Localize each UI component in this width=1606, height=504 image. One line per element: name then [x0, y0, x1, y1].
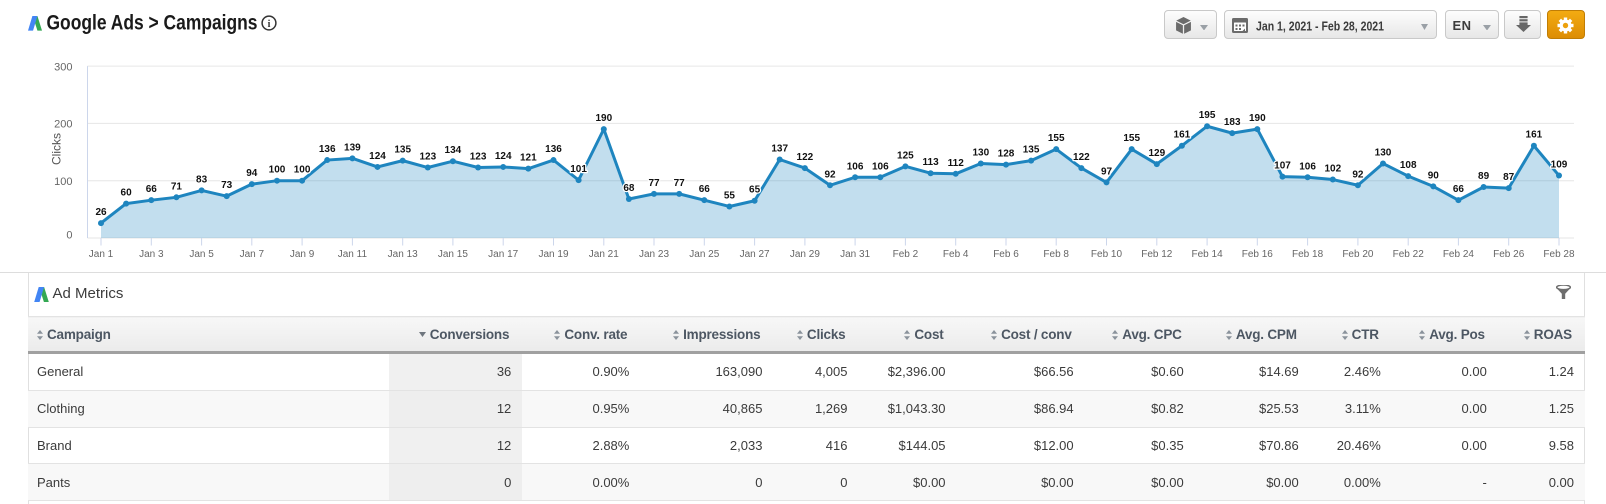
svg-text:123: 123	[419, 152, 436, 163]
svg-text:134: 134	[445, 145, 462, 156]
svg-text:Jan 1, 2021 - Feb 28, 2021: Jan 1, 2021 - Feb 28, 2021	[1256, 19, 1384, 33]
svg-text:26: 26	[95, 207, 107, 218]
svg-text:77: 77	[674, 178, 686, 189]
svg-text:139: 139	[344, 142, 361, 153]
svg-text:i: i	[268, 19, 271, 30]
svg-text:89: 89	[1478, 171, 1490, 182]
svg-text:106: 106	[847, 161, 864, 172]
svg-text:106: 106	[1299, 161, 1316, 172]
svg-text:Google Ads > Campaigns: Google Ads > Campaigns	[47, 12, 258, 35]
svg-text:106: 106	[872, 161, 889, 172]
svg-text:66: 66	[146, 184, 158, 195]
svg-text:Jan 1: Jan 1	[89, 249, 114, 260]
svg-text:83: 83	[196, 174, 208, 185]
svg-text:Jan 29: Jan 29	[790, 249, 820, 260]
svg-text:190: 190	[595, 113, 612, 124]
svg-text:108: 108	[1400, 160, 1417, 171]
svg-text:112: 112	[948, 158, 965, 169]
svg-text:137: 137	[771, 144, 788, 155]
svg-text:Clicks: Clicks	[50, 133, 64, 165]
svg-text:190: 190	[1249, 113, 1266, 124]
svg-text:135: 135	[394, 145, 411, 156]
svg-text:65: 65	[749, 185, 761, 196]
svg-text:136: 136	[319, 144, 336, 155]
svg-text:123: 123	[470, 152, 487, 163]
svg-text:66: 66	[1453, 184, 1465, 195]
svg-text:125: 125	[897, 150, 914, 161]
svg-text:Jan 15: Jan 15	[438, 249, 468, 260]
svg-text:Jan 25: Jan 25	[689, 249, 719, 260]
svg-text:122: 122	[797, 152, 814, 163]
svg-text:97: 97	[1101, 166, 1113, 177]
svg-text:Jan 17: Jan 17	[488, 249, 518, 260]
svg-text:155: 155	[1123, 133, 1140, 144]
svg-text:94: 94	[246, 168, 258, 179]
svg-text:66: 66	[699, 184, 711, 195]
svg-text:55: 55	[724, 191, 736, 202]
svg-text:Feb 12: Feb 12	[1141, 249, 1173, 260]
svg-text:124: 124	[495, 151, 512, 162]
svg-text:100: 100	[294, 165, 311, 176]
svg-text:Jan 27: Jan 27	[740, 249, 770, 260]
svg-text:73: 73	[221, 180, 233, 191]
svg-text:Feb 10: Feb 10	[1091, 249, 1123, 260]
svg-text:Feb 28: Feb 28	[1543, 249, 1575, 260]
svg-text:128: 128	[998, 149, 1015, 160]
svg-text:90: 90	[1428, 170, 1440, 181]
svg-text:Feb 24: Feb 24	[1443, 249, 1475, 260]
svg-text:107: 107	[1274, 161, 1291, 172]
svg-text:87: 87	[1503, 172, 1515, 183]
svg-text:Feb 22: Feb 22	[1393, 249, 1425, 260]
svg-text:100: 100	[269, 165, 286, 176]
svg-text:Jan 23: Jan 23	[639, 249, 669, 260]
svg-text:Feb 16: Feb 16	[1242, 249, 1274, 260]
svg-text:Jan 11: Jan 11	[338, 249, 368, 260]
svg-text:135: 135	[1023, 145, 1040, 156]
svg-text:Jan 3: Jan 3	[139, 249, 164, 260]
svg-text:Jan 21: Jan 21	[589, 249, 619, 260]
svg-text:Feb 8: Feb 8	[1043, 249, 1069, 260]
svg-text:101: 101	[570, 164, 587, 175]
svg-text:122: 122	[1073, 152, 1090, 163]
svg-text:Jan 5: Jan 5	[189, 249, 214, 260]
svg-text:0: 0	[66, 230, 72, 242]
svg-text:130: 130	[1375, 148, 1392, 159]
svg-text:136: 136	[545, 144, 562, 155]
svg-text:71: 71	[171, 181, 183, 192]
svg-text:130: 130	[972, 148, 989, 159]
svg-text:200: 200	[54, 119, 72, 131]
svg-text:195: 195	[1199, 110, 1216, 121]
svg-text:Jan 19: Jan 19	[538, 249, 568, 260]
svg-text:Feb 18: Feb 18	[1292, 249, 1324, 260]
svg-text:Jan 9: Jan 9	[290, 249, 315, 260]
svg-text:124: 124	[369, 151, 386, 162]
svg-text:68: 68	[623, 183, 635, 194]
svg-text:60: 60	[121, 188, 133, 199]
svg-text:Feb 4: Feb 4	[943, 249, 969, 260]
svg-text:92: 92	[1352, 169, 1364, 180]
svg-text:Jan 13: Jan 13	[388, 249, 418, 260]
svg-text:Feb 26: Feb 26	[1493, 249, 1525, 260]
svg-text:Feb 2: Feb 2	[893, 249, 919, 260]
svg-text:Jan 7: Jan 7	[240, 249, 265, 260]
svg-text:Feb 14: Feb 14	[1192, 249, 1224, 260]
svg-text:Feb 6: Feb 6	[993, 249, 1019, 260]
svg-text:113: 113	[923, 157, 940, 168]
svg-text:92: 92	[824, 169, 836, 180]
svg-text:161: 161	[1174, 130, 1191, 141]
svg-text:Feb 20: Feb 20	[1342, 249, 1374, 260]
svg-text:100: 100	[54, 176, 72, 188]
svg-text:155: 155	[1048, 133, 1065, 144]
svg-text:161: 161	[1526, 130, 1543, 141]
svg-text:183: 183	[1224, 117, 1241, 128]
svg-text:109: 109	[1551, 160, 1568, 171]
svg-text:Jan 31: Jan 31	[840, 249, 870, 260]
svg-text:129: 129	[1148, 148, 1165, 159]
svg-text:121: 121	[520, 153, 537, 164]
svg-text:300: 300	[54, 61, 72, 73]
svg-text:77: 77	[648, 178, 660, 189]
svg-text:102: 102	[1324, 164, 1341, 175]
